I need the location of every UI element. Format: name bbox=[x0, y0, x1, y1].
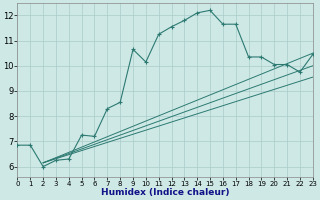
X-axis label: Humidex (Indice chaleur): Humidex (Indice chaleur) bbox=[101, 188, 229, 197]
